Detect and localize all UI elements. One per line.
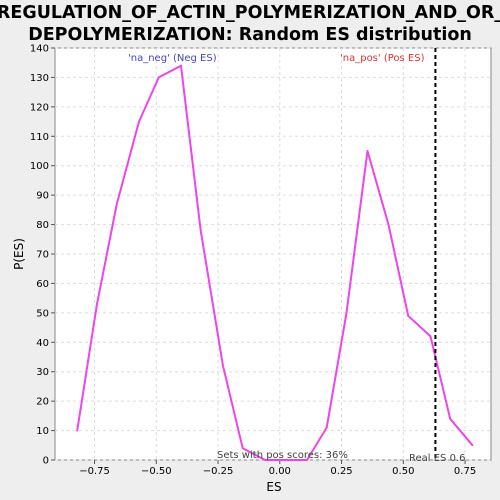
data-point [96,303,98,305]
series [76,64,474,461]
data-point [76,429,79,432]
y-tick-label: 110 [30,132,49,143]
data-point [449,417,452,420]
data-point [138,120,140,123]
x-tick-label: −0.25 [203,466,234,477]
y-tick-label: 0 [43,456,49,467]
data-point [157,76,160,79]
data-point [429,335,432,338]
y-tick-label: 60 [36,279,49,290]
chart-title-line-2: DEPOLYMERIZATION: Random ES distribution [28,25,472,45]
data-point [407,314,410,317]
x-tick-label: 0.00 [269,466,291,477]
y-tick-label: 90 [36,191,49,202]
x-tick-label: −0.75 [79,466,110,477]
data-point [199,229,202,232]
data-point [264,459,266,461]
es-distribution-line [76,64,474,461]
data-point [283,459,286,461]
y-axis-label: P(ES) [12,238,26,270]
y-tick-label: 50 [36,308,49,319]
chart-title-line-1: REGULATION_OF_ACTIN_POLYMERIZATION_AND_O… [0,3,500,23]
data-point [115,203,118,205]
x-axis-label: ES [266,480,281,494]
x-tick-label: 0.25 [330,466,352,477]
x-tick-label: 0.50 [392,466,414,477]
y-tick-label: 30 [36,367,49,378]
y-tick-label: 130 [30,73,49,84]
data-point [387,223,390,226]
data-point [306,459,308,461]
data-point [471,444,474,447]
y-tick-label: 140 [30,44,49,55]
data-point [325,426,328,429]
y-tick-label: 20 [36,397,49,408]
data-point [366,150,369,152]
data-point [222,364,224,367]
y-tick-label: 80 [36,220,49,231]
pos-scores-note: Sets with pos scores: 36% [217,450,348,461]
neg-es-label: 'na_neg' (Neg ES) [128,53,217,64]
y-tick-label: 70 [36,250,49,261]
data-point [345,311,348,314]
pos-es-label: 'na_pos' (Pos ES) [340,53,425,64]
y-tick-label: 40 [36,338,49,349]
x-tick-label: 0.75 [454,466,476,477]
data-point [241,447,244,450]
x-tick-label: −0.50 [141,466,172,477]
y-tick-label: 120 [30,102,49,113]
real-es-label: Real ES 0.6 [409,453,465,464]
y-tick-label: 100 [30,161,49,172]
axis-ticks: 0 10 20 30 40 50 60 70 80 90 100 110 120 130 140 −0.75 −… [30,44,476,478]
y-tick-label: 10 [36,426,49,437]
data-point [180,64,182,67]
